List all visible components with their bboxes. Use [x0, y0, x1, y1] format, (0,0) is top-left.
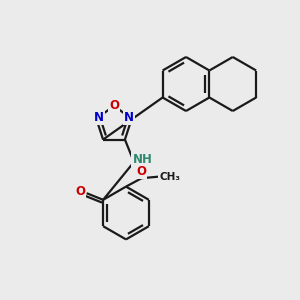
Text: O: O	[75, 185, 85, 198]
Text: N: N	[94, 111, 104, 124]
Text: O: O	[136, 165, 146, 178]
Text: CH₃: CH₃	[159, 172, 180, 182]
Text: O: O	[109, 99, 119, 112]
Text: NH: NH	[132, 153, 152, 166]
Text: N: N	[124, 111, 134, 124]
